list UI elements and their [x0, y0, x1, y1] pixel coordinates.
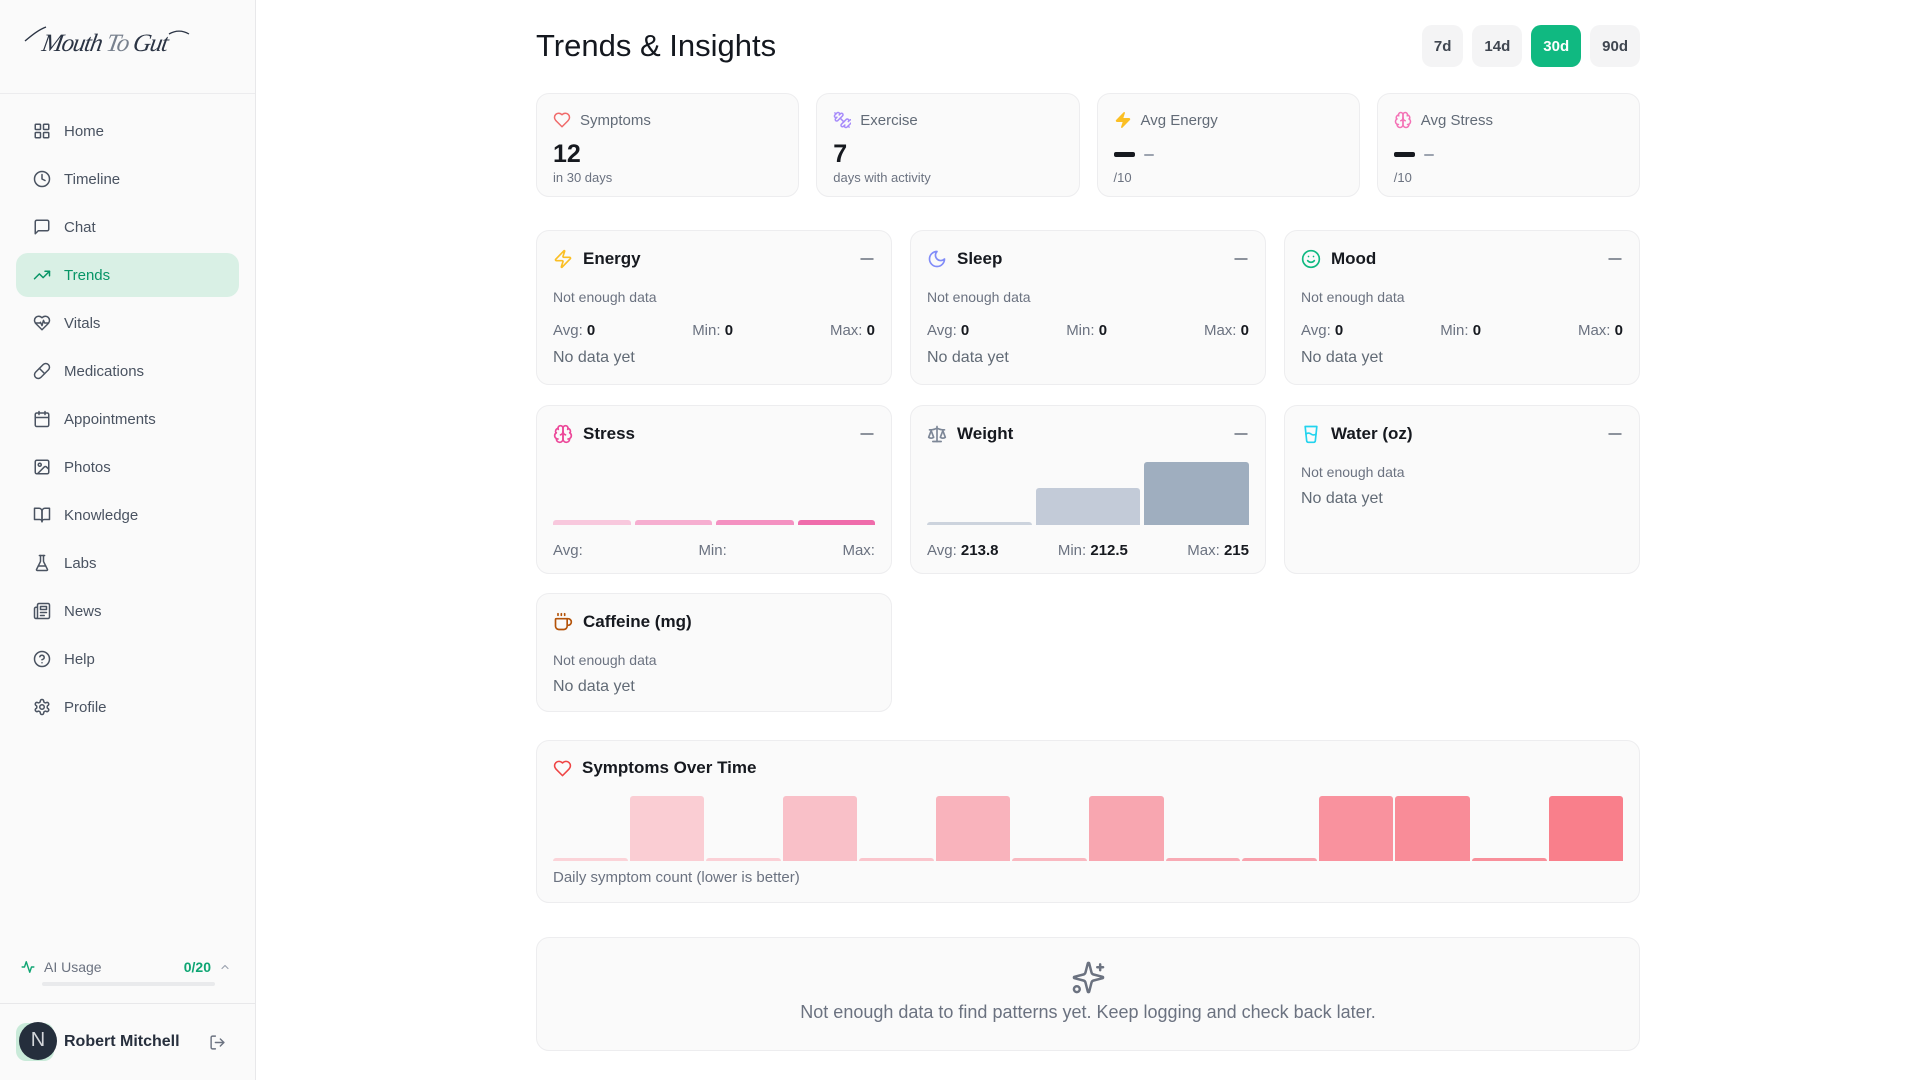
- svg-text:Mouth To Gut: Mouth To Gut: [39, 30, 172, 57]
